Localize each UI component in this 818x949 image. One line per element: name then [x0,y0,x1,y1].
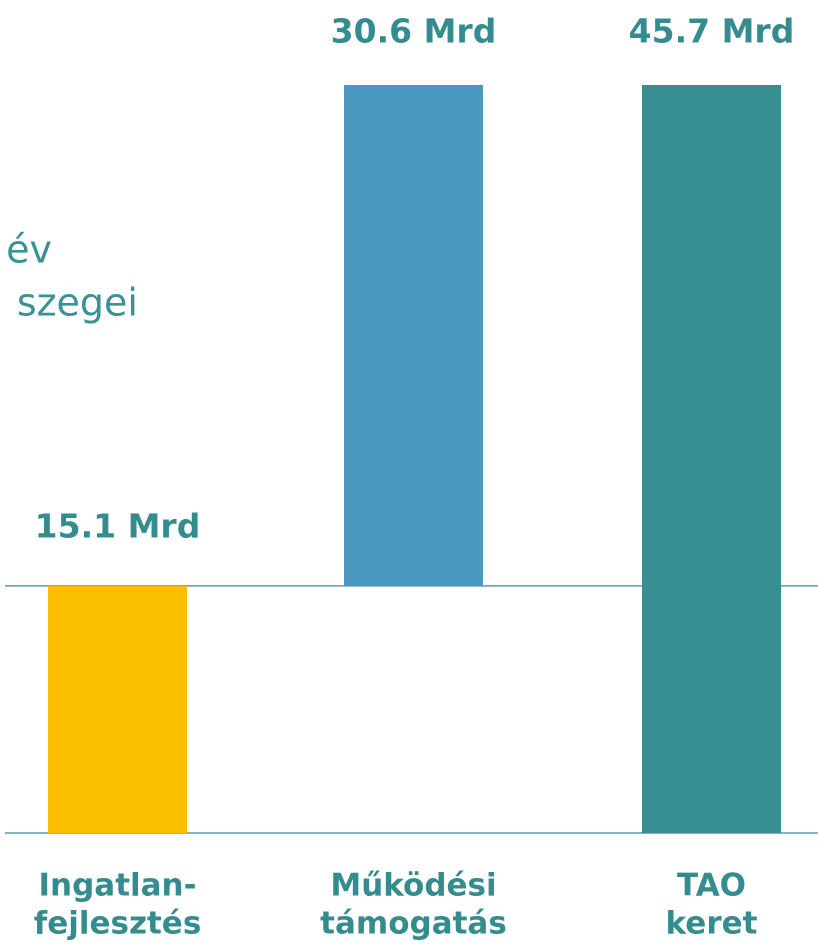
category-label: TAO [677,868,746,904]
category-label: fejlesztés [34,906,202,942]
partial-note: év [6,228,52,272]
bar [48,585,187,833]
category-label: támogatás [320,906,507,942]
category-label: Ingatlan- [38,868,196,904]
category-label: keret [666,906,758,942]
value-label: 45.7 Mrd [629,12,795,51]
value-label: 30.6 Mrd [331,12,497,51]
value-label: 15.1 Mrd [35,506,201,545]
partial-note: szegei [17,281,138,325]
bar [344,85,483,586]
bar [642,85,781,833]
category-label: Működési [330,868,496,904]
